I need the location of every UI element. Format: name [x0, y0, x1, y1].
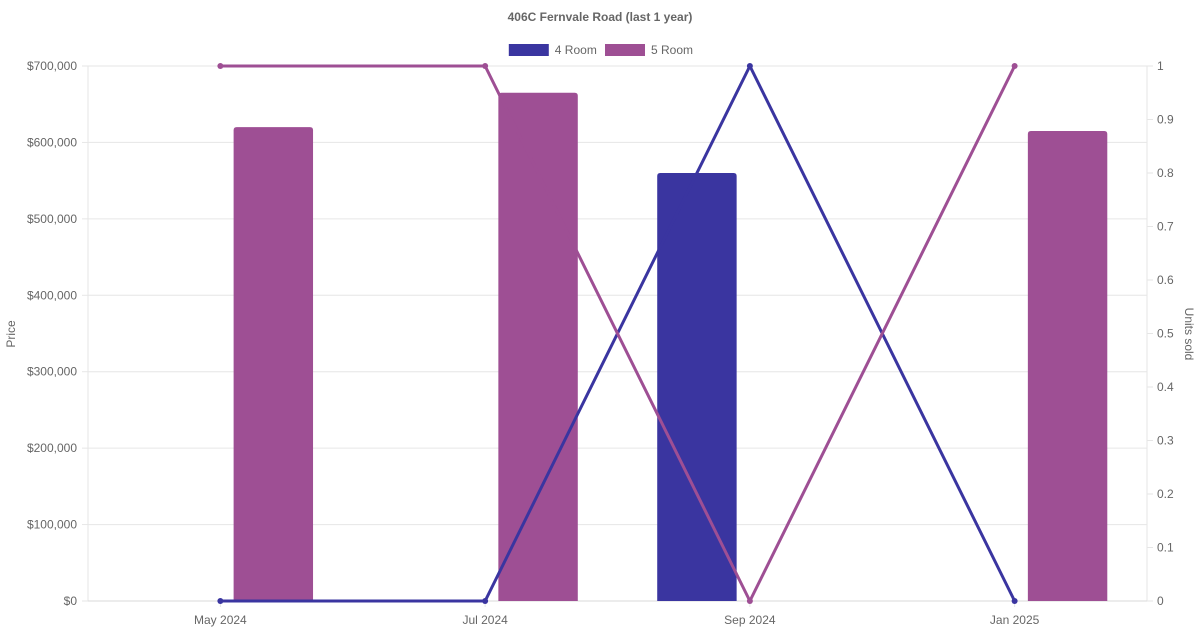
- y-right-tick-label: 1: [1157, 59, 1164, 73]
- y-right-tick-label: 0.8: [1157, 166, 1174, 180]
- units-sold-point[interactable]: [482, 598, 489, 604]
- x-tick-label: Jul 2024: [462, 613, 508, 627]
- y-right-tick-label: 0.7: [1157, 220, 1174, 234]
- legend[interactable]: 4 Room 5 Room: [508, 43, 693, 57]
- bar-layer: [233, 92, 1108, 602]
- x-tick-label: Sep 2024: [724, 613, 776, 627]
- y-left-axis-title: Price: [4, 320, 18, 348]
- units-sold-point[interactable]: [1011, 63, 1018, 69]
- y-left-tick-label: $600,000: [27, 135, 77, 149]
- legend-swatch[interactable]: [605, 44, 645, 56]
- y-right-tick-label: 0.3: [1157, 434, 1174, 448]
- y-left-tick-label: $100,000: [27, 518, 77, 532]
- line-layer: [217, 63, 1018, 604]
- x-tick-label: May 2024: [194, 613, 247, 627]
- y-right-axis-title: Units sold: [1182, 308, 1196, 361]
- legend-label[interactable]: 5 Room: [651, 43, 693, 57]
- tick-layer: $0 $100,000 $200,000 $300,000 $400,000 $500,0…: [27, 59, 1174, 627]
- y-left-tick-label: $200,000: [27, 441, 77, 455]
- units-sold-line: [220, 64, 1016, 603]
- y-right-tick-label: 0: [1157, 594, 1164, 608]
- y-left-tick-label: $500,000: [27, 212, 77, 226]
- units-sold-point[interactable]: [746, 63, 753, 69]
- y-left-tick-label: $400,000: [27, 288, 77, 302]
- y-right-tick-label: 0.1: [1157, 541, 1174, 555]
- y-right-tick-label: 0.5: [1157, 327, 1174, 341]
- y-right-tick-label: 0.4: [1157, 380, 1174, 394]
- price-bar[interactable]: [498, 92, 578, 601]
- legend-label[interactable]: 4 Room: [555, 43, 597, 57]
- units-sold-point[interactable]: [482, 63, 489, 69]
- price-bar[interactable]: [233, 127, 314, 602]
- y-left-tick-label: $0: [64, 594, 78, 608]
- y-left-tick-label: $700,000: [27, 59, 77, 73]
- y-left-tick-label: $300,000: [27, 365, 77, 379]
- price-bar[interactable]: [1027, 130, 1108, 601]
- y-right-tick-label: 0.6: [1157, 273, 1174, 287]
- chart-title: 406C Fernvale Road (last 1 year): [508, 10, 693, 24]
- units-sold-point[interactable]: [746, 598, 753, 604]
- units-sold-point[interactable]: [217, 598, 224, 604]
- units-sold-point[interactable]: [1011, 598, 1018, 604]
- y-right-tick-label: 0.9: [1157, 113, 1174, 127]
- x-tick-label: Jan 2025: [990, 613, 1040, 627]
- price-bar[interactable]: [657, 173, 737, 601]
- units-sold-point[interactable]: [217, 63, 224, 69]
- y-right-tick-label: 0.2: [1157, 487, 1174, 501]
- legend-swatch[interactable]: [508, 44, 549, 56]
